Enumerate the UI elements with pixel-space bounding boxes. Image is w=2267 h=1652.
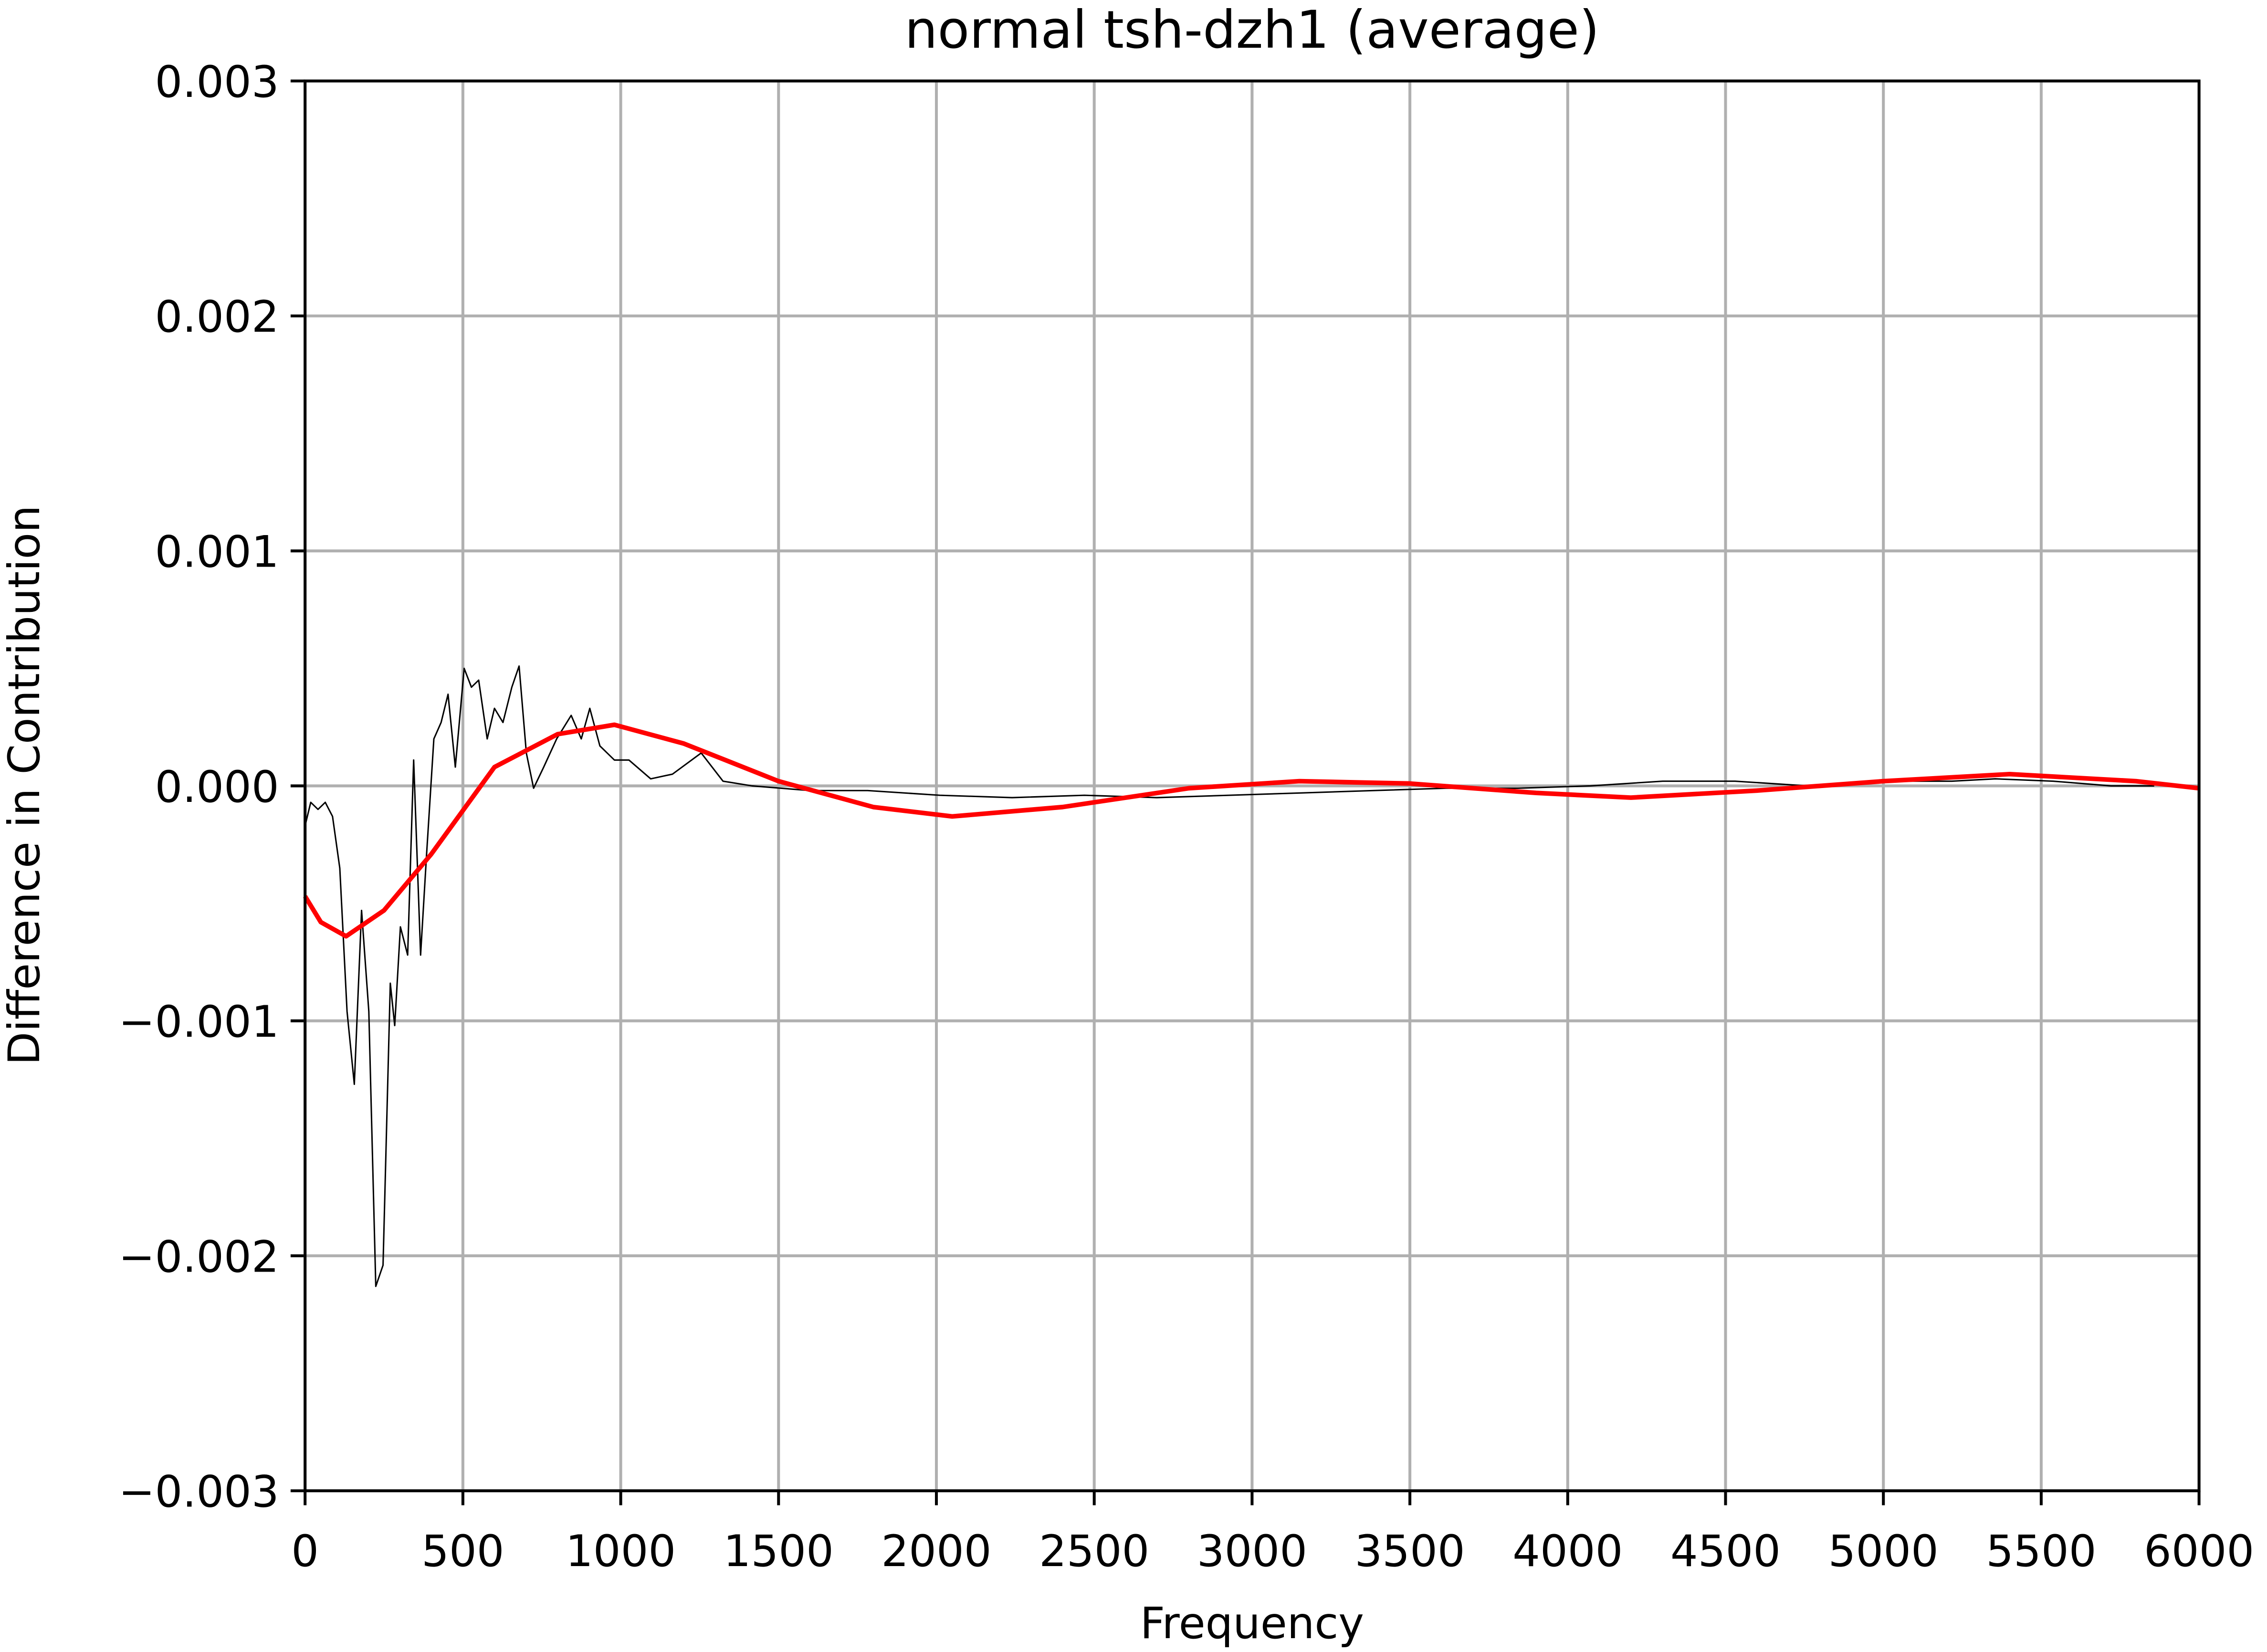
y-tick-label: 0.001: [155, 527, 279, 577]
x-tick-label: 4000: [1512, 1526, 1623, 1577]
y-tick-label: −0.003: [118, 1467, 279, 1517]
y-tick-label: 0.000: [155, 762, 279, 812]
x-tick-label: 6000: [2144, 1526, 2254, 1577]
plot-frame: [304, 79, 2201, 1493]
x-axis-label: Frequency: [1140, 1599, 1364, 1649]
x-tick-label: 1500: [724, 1526, 834, 1577]
x-tick-label: 500: [421, 1526, 504, 1577]
y-axis-label: Difference in Contribution: [0, 505, 50, 1065]
data-line: [304, 665, 2154, 1287]
data-line: [303, 722, 2200, 939]
y-tick-label: 0.002: [155, 292, 279, 342]
x-tick-label: 0: [291, 1526, 319, 1577]
y-tick-label: −0.002: [118, 1232, 279, 1282]
x-tick-label: 3500: [1354, 1526, 1465, 1577]
x-tick-label: 3000: [1197, 1526, 1307, 1577]
x-tick-label: 5000: [1828, 1526, 1939, 1577]
y-tick-label: −0.001: [118, 997, 279, 1047]
x-tick-label: 2500: [1039, 1526, 1149, 1577]
chart-title: normal tsh-dzh1 (average): [904, 0, 1599, 60]
x-tick-label: 1000: [566, 1526, 676, 1577]
x-tick-label: 5500: [1986, 1526, 2096, 1577]
y-tick-label: 0.003: [155, 57, 279, 107]
x-tick-label: 4500: [1670, 1526, 1781, 1577]
x-tick-label: 2000: [881, 1526, 991, 1577]
